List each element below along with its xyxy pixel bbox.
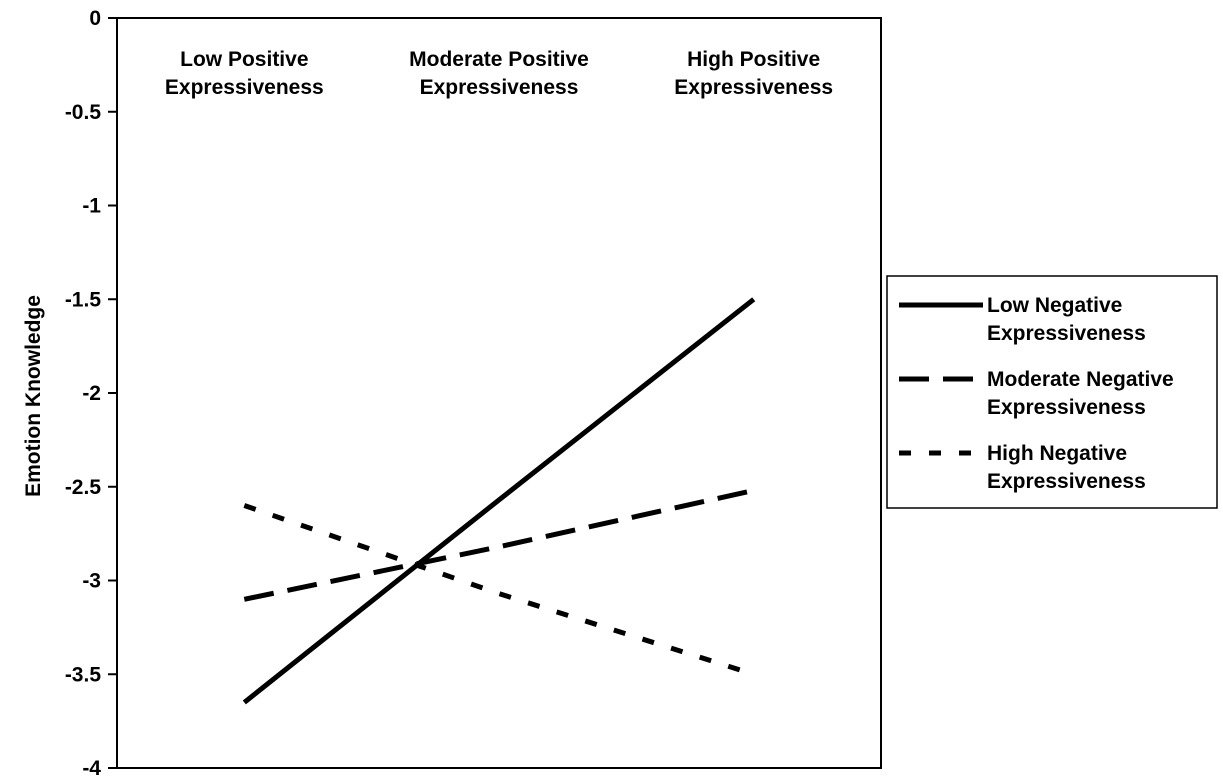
legend-label-1: Low Negative Expressiveness [987, 294, 1146, 345]
category-label-line: Expressiveness [674, 76, 833, 99]
legend-box [886, 275, 1218, 509]
series-line-1 [242, 297, 756, 705]
legend-label-line: Expressiveness [987, 396, 1146, 419]
category-label-line: Expressiveness [165, 76, 324, 99]
y-tick-label: -2.5 [65, 476, 102, 499]
legend-label-line: Moderate Negative [987, 368, 1174, 391]
y-tick-label: -4 [82, 757, 101, 780]
category-label: Moderate Positive Expressiveness [409, 48, 589, 99]
y-tick-label: -1.5 [65, 288, 102, 311]
plot-frame [116, 17, 882, 769]
category-label-line: Low Positive [180, 48, 308, 71]
legend-label-line: Low Negative [987, 294, 1122, 317]
legend-label-3: High Negative Expressiveness [987, 442, 1146, 493]
legend-label-line: High Negative [987, 442, 1127, 465]
plot-area [116, 17, 882, 769]
legend-label-line: Expressiveness [987, 322, 1146, 345]
category-label-line: Moderate Positive [409, 48, 589, 71]
y-tick-label: 0 [89, 7, 101, 30]
y-axis-title: Emotion Knowledge [22, 295, 45, 497]
y-tick-label: -3 [82, 570, 101, 593]
legend-label-line: Expressiveness [987, 470, 1146, 493]
y-tick-label: -1 [82, 195, 101, 218]
y-tick-label: -2 [82, 382, 101, 405]
y-tick-label: -3.5 [65, 663, 102, 686]
category-label: Low Positive Expressiveness [165, 48, 324, 99]
y-tick-label: -0.5 [65, 101, 102, 124]
category-label: High Positive Expressiveness [674, 48, 833, 99]
y-axis-ticks: 0 -0.5 -1 -1.5 -2 -2.5 -3 -3.5 -4 [65, 7, 117, 780]
category-label-line: High Positive [687, 48, 820, 71]
category-label-line: Expressiveness [420, 76, 579, 99]
series-lines [242, 297, 756, 705]
legend-label-2: Moderate Negative Expressiveness [987, 368, 1174, 419]
